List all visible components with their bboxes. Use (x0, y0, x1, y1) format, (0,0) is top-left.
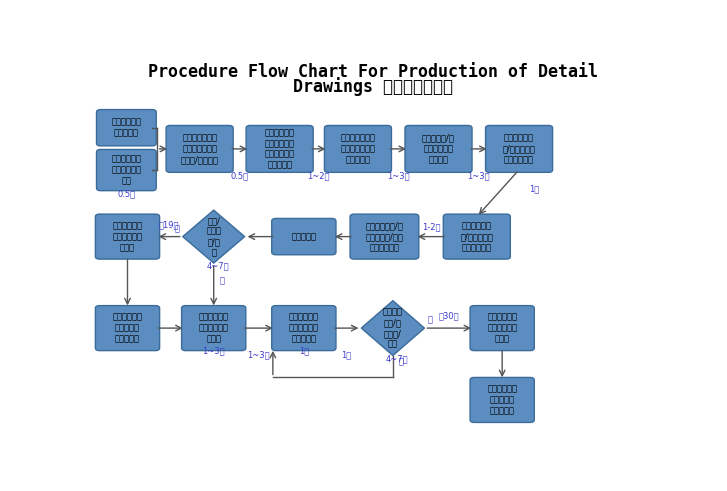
Text: 收集材料与设
备报审资料: 收集材料与设 备报审资料 (111, 118, 141, 137)
FancyBboxPatch shape (272, 218, 336, 255)
FancyBboxPatch shape (246, 126, 313, 172)
Text: 否: 否 (398, 358, 403, 367)
Text: Procedure Flow Chart For Production of Detail: Procedure Flow Chart For Production of D… (148, 63, 598, 81)
FancyBboxPatch shape (443, 214, 510, 259)
Text: 召开相关设计协
调会，明确方案
及业主/国间要求: 召开相关设计协 调会，明确方案 及业主/国间要求 (181, 134, 219, 164)
Text: 1天: 1天 (529, 184, 539, 193)
FancyBboxPatch shape (405, 126, 472, 172)
Text: 根据系统图及原
设计平面图进行
大样图布置: 根据系统图及原 设计平面图进行 大样图布置 (340, 134, 375, 164)
Text: 绘制设备基础
及基础大样图
并送审: 绘制设备基础 及基础大样图 并送审 (113, 221, 142, 252)
Text: 1天: 1天 (342, 350, 352, 359)
FancyBboxPatch shape (97, 109, 156, 146)
Text: 4~7天: 4~7天 (207, 262, 230, 271)
Text: 共19天: 共19天 (159, 221, 180, 230)
Text: Drawings 大样图制作流程: Drawings 大样图制作流程 (292, 77, 453, 96)
Text: 整理成稿打印
图纸并签字准
备再次送审: 整理成稿打印 图纸并签字准 备再次送审 (289, 313, 319, 343)
Text: 组织现场工程
师/技术工程师
进行图纸检查: 组织现场工程 师/技术工程师 进行图纸检查 (460, 221, 493, 252)
Text: 1-2天: 1-2天 (422, 223, 441, 232)
Polygon shape (182, 210, 245, 263)
Text: 组织现场工程
师/技术工程师
进行图纸检查: 组织现场工程 师/技术工程师 进行图纸检查 (502, 134, 536, 164)
Text: 1天: 1天 (299, 347, 309, 355)
Text: 1~3天: 1~3天 (467, 171, 490, 180)
Text: 再次送审
设计/图
审审批/
批准: 再次送审 设计/图 审审批/ 批准 (383, 307, 403, 349)
Text: 1~3天: 1~3天 (202, 347, 225, 355)
Text: 是: 是 (175, 224, 180, 234)
FancyBboxPatch shape (182, 305, 246, 351)
Text: 1~2天: 1~2天 (308, 171, 330, 180)
Text: 第一次送审: 第一次送审 (292, 232, 316, 241)
Text: 0.5天: 0.5天 (230, 171, 249, 180)
Text: 绘制设备基础
及基础大样图
并送审: 绘制设备基础 及基础大样图 并送审 (487, 313, 517, 343)
FancyBboxPatch shape (350, 214, 419, 259)
Text: 设计/
图审审
批/批
准: 设计/ 图审审 批/批 准 (206, 216, 221, 257)
Text: 1~3天: 1~3天 (387, 171, 409, 180)
Text: 绘制设备及相
应配件图并和
现场测绘建筑
及结构标高: 绘制设备及相 应配件图并和 现场测绘建筑 及结构标高 (265, 128, 294, 169)
FancyBboxPatch shape (95, 305, 160, 351)
FancyBboxPatch shape (324, 126, 391, 172)
FancyBboxPatch shape (95, 214, 160, 259)
Text: 4~7天: 4~7天 (386, 354, 409, 363)
FancyBboxPatch shape (486, 126, 553, 172)
Text: 否: 否 (220, 276, 225, 286)
FancyBboxPatch shape (97, 149, 156, 191)
Text: 居成蓝图存档
并分发各单
位施工之用: 居成蓝图存档 并分发各单 位施工之用 (487, 384, 517, 415)
Text: 检查图审审批
意见并进行图
纸修改: 检查图审审批 意见并进行图 纸修改 (198, 313, 229, 343)
Text: 收集审批通过
之系统图和深
化图: 收集审批通过 之系统图和深 化图 (111, 155, 141, 185)
Text: 居成蓝图存档
并分发各单
位施工之用: 居成蓝图存档 并分发各单 位施工之用 (113, 313, 142, 343)
FancyBboxPatch shape (470, 305, 534, 351)
Text: 是: 是 (427, 315, 433, 325)
FancyBboxPatch shape (470, 378, 534, 422)
Text: 局部修改图纸/整
理图纸格式/打印
图纸准备送审: 局部修改图纸/整 理图纸格式/打印 图纸准备送审 (366, 221, 403, 252)
Text: 1~3天: 1~3天 (247, 350, 270, 359)
Polygon shape (361, 300, 425, 355)
Text: 0.5天: 0.5天 (117, 190, 135, 199)
FancyBboxPatch shape (272, 305, 336, 351)
Text: 绘制层面图/立
面图和详图并
打印草图: 绘制层面图/立 面图和详图并 打印草图 (422, 134, 455, 164)
FancyBboxPatch shape (166, 126, 233, 172)
Text: 共30天: 共30天 (439, 312, 459, 321)
